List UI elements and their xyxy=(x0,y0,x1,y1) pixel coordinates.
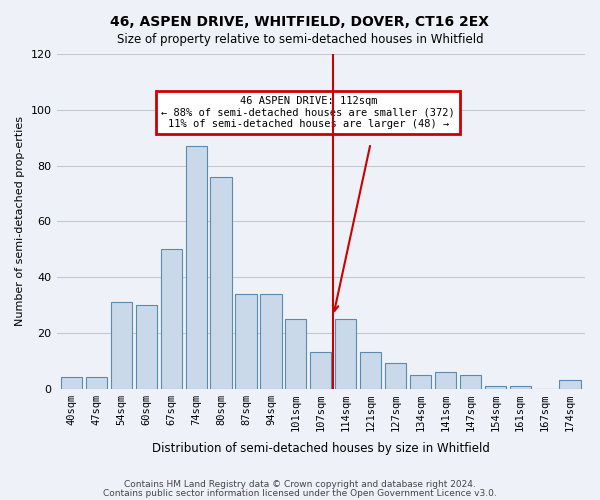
X-axis label: Distribution of semi-detached houses by size in Whitfield: Distribution of semi-detached houses by … xyxy=(152,442,490,455)
Text: Size of property relative to semi-detached houses in Whitfield: Size of property relative to semi-detach… xyxy=(116,32,484,46)
Bar xyxy=(385,364,406,388)
Text: 46 ASPEN DRIVE: 112sqm
← 88% of semi-detached houses are smaller (372)
11% of se: 46 ASPEN DRIVE: 112sqm ← 88% of semi-det… xyxy=(161,96,455,129)
Bar xyxy=(235,294,257,388)
Bar xyxy=(285,319,307,388)
Bar xyxy=(260,294,281,388)
Bar xyxy=(335,319,356,388)
Bar xyxy=(410,374,431,388)
Bar xyxy=(435,372,456,388)
Bar xyxy=(61,378,82,388)
Bar xyxy=(136,305,157,388)
Text: Contains HM Land Registry data © Crown copyright and database right 2024.: Contains HM Land Registry data © Crown c… xyxy=(124,480,476,489)
Bar xyxy=(559,380,581,388)
Bar xyxy=(161,249,182,388)
Text: Contains public sector information licensed under the Open Government Licence v3: Contains public sector information licen… xyxy=(103,488,497,498)
Y-axis label: Number of semi-detached prop­erties: Number of semi-detached prop­erties xyxy=(15,116,25,326)
Bar xyxy=(509,386,531,388)
Bar xyxy=(111,302,132,388)
Bar xyxy=(460,374,481,388)
Bar xyxy=(211,176,232,388)
Text: 46, ASPEN DRIVE, WHITFIELD, DOVER, CT16 2EX: 46, ASPEN DRIVE, WHITFIELD, DOVER, CT16 … xyxy=(110,15,490,29)
Bar xyxy=(185,146,207,388)
Bar xyxy=(485,386,506,388)
Bar xyxy=(360,352,381,388)
Bar xyxy=(86,378,107,388)
Bar xyxy=(310,352,331,388)
